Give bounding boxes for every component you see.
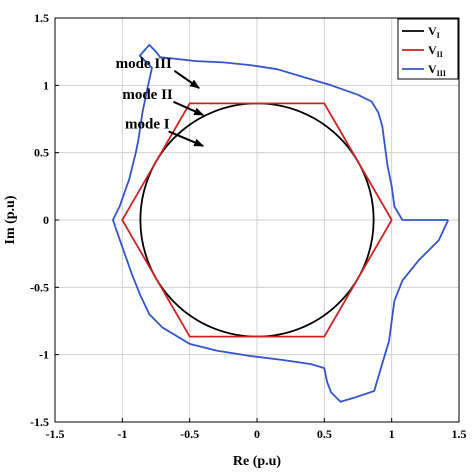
tick-labels: -1.5 -1 -0.5 0 0.5 1 1.5 1.5 1 0.5 0 -0.5 -1 -1.5 [30, 11, 467, 441]
annotation-label: mode III [116, 56, 172, 72]
y-tick-label: 0 [43, 213, 49, 227]
y-tick-label: -1 [39, 348, 49, 362]
annotation-label: mode II [122, 87, 173, 103]
x-tick-label: -0.5 [180, 427, 199, 441]
legend-label-subscript: III [437, 69, 446, 78]
legend-label-subscript: II [437, 50, 443, 59]
series-III-line [112, 44, 450, 403]
x-tick-label: -1.5 [46, 427, 65, 441]
x-tick-label: 1 [389, 427, 395, 441]
y-tick-label: -0.5 [30, 280, 49, 294]
y-tick-label: 1 [43, 78, 49, 92]
legend-label-main: V [428, 62, 437, 76]
legend-label-main: V [428, 24, 437, 38]
legend-label: VI [428, 24, 440, 40]
y-axis-label: Im (p.u) [3, 195, 18, 244]
x-tick-label: 0.5 [317, 427, 332, 441]
x-tick-label: -1 [117, 427, 127, 441]
legend-label: VII [428, 43, 443, 59]
plot-frame [54, 17, 460, 423]
annotations: mode III mode II mode I [116, 56, 205, 147]
series-group [112, 44, 450, 403]
annotation-arrow [173, 70, 200, 89]
legend-label-main: V [428, 43, 437, 57]
annotation-arrow [168, 130, 205, 147]
legend-label-subscript: I [437, 31, 440, 40]
legend-label: VIII [428, 62, 446, 78]
y-tick-label: -1.5 [30, 415, 49, 429]
y-tick-label: 1.5 [34, 11, 49, 25]
y-tick-label: 0.5 [34, 146, 49, 160]
x-tick-label: 1.5 [452, 427, 467, 441]
series-II-line [121, 102, 393, 338]
annotation-label: mode I [125, 116, 170, 132]
x-axis-label: Re (p.u) [233, 454, 282, 469]
annotation-arrow [173, 100, 205, 116]
x-tick-label: 0 [254, 427, 260, 441]
